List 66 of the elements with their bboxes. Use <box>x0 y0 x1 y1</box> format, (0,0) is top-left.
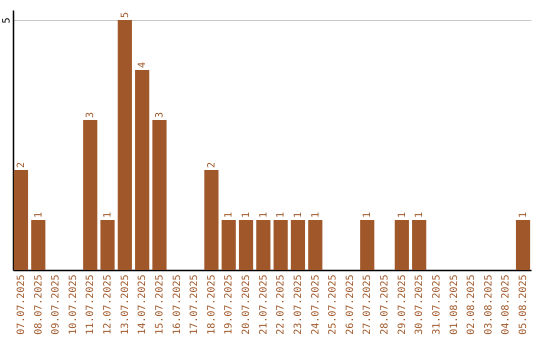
x-tick-label: 26.07.2025 <box>344 274 356 335</box>
x-tick-label: 27.07.2025 <box>362 274 374 335</box>
x-tick-label: 14.07.2025 <box>137 274 148 335</box>
data-label: 1 <box>241 212 252 218</box>
data-label: 1 <box>310 212 322 218</box>
x-tick-label: 04.08.2025 <box>500 274 512 335</box>
data-label: 3 <box>85 112 96 118</box>
x-tick-label: 09.07.2025 <box>50 274 62 335</box>
x-tick-label: 24.07.2025 <box>310 274 322 335</box>
bar <box>308 220 322 270</box>
bar <box>100 220 115 270</box>
x-tick-label: 20.07.2025 <box>241 274 252 335</box>
bar <box>83 120 98 270</box>
data-label: 1 <box>33 212 44 218</box>
bar <box>274 220 288 270</box>
data-label: 5 <box>120 12 131 18</box>
x-tick-label: 18.07.2025 <box>206 274 218 335</box>
data-label: 2 <box>206 162 218 168</box>
x-tick-label: 29.07.2025 <box>396 274 408 335</box>
x-tick-label: 25.07.2025 <box>328 274 339 335</box>
data-label: 1 <box>414 212 426 218</box>
x-tick-label: 19.07.2025 <box>224 274 235 335</box>
x-tick-label: 08.07.2025 <box>33 274 44 335</box>
x-tick-label: 10.07.2025 <box>68 274 79 335</box>
x-tick-label: 01.08.2025 <box>448 274 460 335</box>
x-tick-label: 17.07.2025 <box>189 274 200 335</box>
bar <box>290 220 306 270</box>
bar <box>360 220 374 270</box>
bar <box>204 170 219 270</box>
bar <box>256 220 270 270</box>
data-label: 1 <box>224 212 235 218</box>
x-tick-label: 03.08.2025 <box>483 274 494 335</box>
bar <box>222 220 236 270</box>
data-label: 2 <box>16 162 27 168</box>
bar <box>516 220 530 270</box>
x-tick-label: 11.07.2025 <box>85 274 96 335</box>
x-tick-label: 31.07.2025 <box>431 274 442 335</box>
data-label: 1 <box>258 212 270 218</box>
data-label: 1 <box>276 212 287 218</box>
bar <box>135 70 150 270</box>
x-tick-label: 15.07.2025 <box>154 274 166 335</box>
x-tick-label: 12.07.2025 <box>102 274 114 335</box>
bar <box>31 220 46 270</box>
x-tick-label: 22.07.2025 <box>276 274 287 335</box>
x-tick-label: 02.08.2025 <box>466 274 478 335</box>
data-label: 1 <box>396 212 408 218</box>
data-label: 4 <box>137 62 148 68</box>
x-tick-label: 07.07.2025 <box>16 274 27 335</box>
data-label: 1 <box>362 212 374 218</box>
data-label: 3 <box>154 112 166 118</box>
x-tick-label: 28.07.2025 <box>380 274 391 335</box>
bar <box>394 220 409 270</box>
data-label: 1 <box>518 212 530 218</box>
data-label: 1 <box>102 212 114 218</box>
bar <box>238 220 254 270</box>
bar <box>14 170 28 270</box>
data-label: 1 <box>292 212 304 218</box>
bar <box>152 120 167 270</box>
bar <box>412 220 426 270</box>
x-tick-label: 13.07.2025 <box>120 274 131 335</box>
x-tick-label: 05.08.2025 <box>518 274 530 335</box>
bar <box>118 20 132 270</box>
x-tick-label: 30.07.2025 <box>414 274 426 335</box>
x-tick-label: 16.07.2025 <box>172 274 183 335</box>
x-tick-label: 21.07.2025 <box>258 274 270 335</box>
x-tick-label: 23.07.2025 <box>292 274 304 335</box>
